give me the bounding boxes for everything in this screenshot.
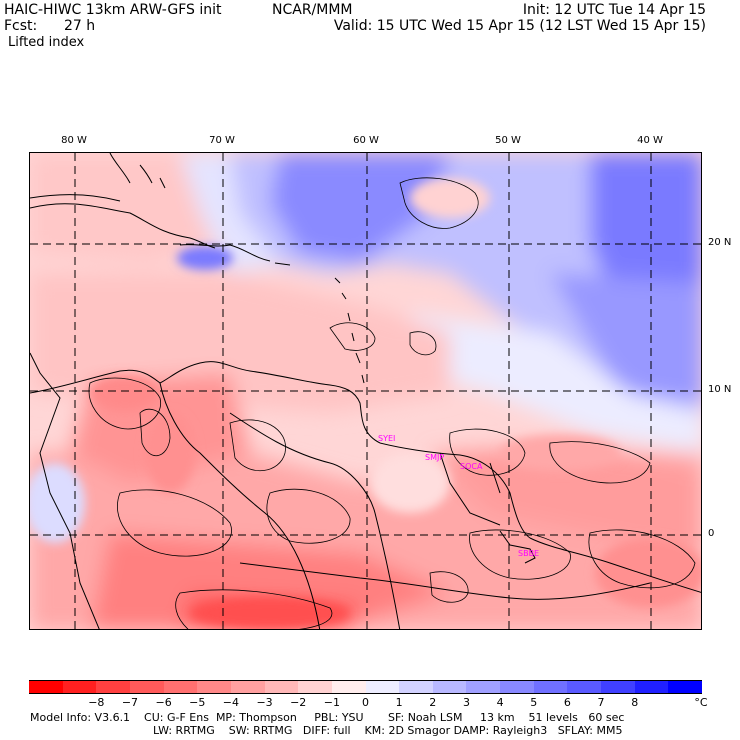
colorbar-swatch — [668, 680, 703, 694]
colorbar-tick-label: −2 — [290, 696, 307, 709]
init-time: Init: 12 UTC Tue 14 Apr 15 — [522, 2, 706, 18]
colorbar-tick-label: 2 — [429, 696, 437, 709]
colorbar-swatch — [432, 680, 467, 694]
colorbar-swatch — [264, 680, 299, 694]
forecast-label: Fcst: — [4, 18, 38, 34]
contour-6 — [229, 419, 286, 472]
contour-9 — [117, 489, 232, 557]
station-syei: SYEI — [378, 434, 395, 443]
lifted-index-map: SYEI SMJP SOCA SBBE — [29, 152, 702, 630]
lat-label-0: 0 — [708, 528, 715, 539]
lon-label-40w: 40 W — [637, 135, 663, 146]
model-info-line-1: Model Info: V3.6.1 CU: G-F Ens MP: Thomp… — [30, 711, 625, 724]
contour-12 — [588, 529, 696, 589]
lon-label-50w: 50 W — [495, 135, 521, 146]
station-sbbe: SBBE — [518, 549, 539, 558]
colorbar-tick-label: −4 — [222, 696, 239, 709]
colorbar-swatch — [96, 680, 131, 694]
lon-label-80w: 80 W — [61, 135, 87, 146]
bahamas-islands — [109, 153, 166, 189]
colorbar-tick-label: 0 — [362, 696, 369, 709]
hispaniola-coast — [179, 244, 271, 262]
contour-1 — [399, 177, 479, 229]
station-smjp: SMJP — [425, 453, 444, 462]
colorbar-swatch — [399, 680, 434, 694]
guiana-borders — [439, 452, 501, 526]
guianas-coast — [379, 442, 531, 539]
valid-time: Valid: 15 UTC Wed 15 Apr 15 (12 LST Wed … — [333, 18, 706, 34]
colorbar-tick-label: 1 — [395, 696, 403, 709]
colorbar-swatch — [298, 680, 333, 694]
lat-label-10n: 10 N — [708, 384, 732, 395]
south-america-north-coast — [30, 361, 381, 444]
colorbar-tick-label: −6 — [155, 696, 172, 709]
colorbar-tick-label: 6 — [563, 696, 571, 709]
station-soca: SOCA — [460, 462, 483, 471]
colorbar-swatch — [601, 680, 636, 694]
contour-7 — [449, 428, 526, 476]
amazon-mouth — [499, 530, 536, 564]
contour-2 — [329, 322, 376, 351]
colorbar-swatch — [533, 680, 568, 694]
lat-label-20n: 20 N — [708, 237, 732, 248]
contour-5 — [139, 408, 171, 456]
cuba-coast — [30, 203, 216, 249]
contour-13 — [175, 589, 333, 629]
colorbar-tick-label: 4 — [496, 696, 504, 709]
contour-8 — [549, 441, 651, 484]
forecast-hour: 27 h — [64, 18, 96, 34]
central-america-pacific-coast — [30, 352, 100, 629]
colorbar-tick-label: 3 — [462, 696, 470, 709]
map-title: HAIC-HIWC 13km ARW-GFS init — [4, 2, 222, 18]
colorbar-unit: °C — [694, 696, 708, 709]
colorbar-tick-label: −8 — [88, 696, 105, 709]
field-name: Lifted index — [8, 35, 85, 50]
field-details — [30, 178, 701, 629]
contour-4 — [88, 377, 162, 430]
andes-border — [159, 382, 321, 629]
colorbar-tick-label: 8 — [631, 696, 639, 709]
colorbar-swatch — [29, 680, 64, 694]
station-markers: SYEI SMJP SOCA SBBE — [378, 434, 539, 558]
colorbar-swatch — [567, 680, 602, 694]
organization-label: NCAR/MMM — [272, 2, 353, 18]
lesser-antilles — [334, 277, 365, 384]
colorbar-swatch — [129, 680, 165, 694]
colorbar-swatch — [62, 680, 97, 694]
colorbar-swatch — [365, 680, 400, 694]
graticule — [30, 153, 701, 629]
lon-label-70w: 70 W — [209, 135, 235, 146]
colorbar-tick-label: −5 — [189, 696, 206, 709]
colorbar-tick-label: 7 — [597, 696, 605, 709]
contour-lines — [88, 177, 696, 629]
colorbar-tick-label: −1 — [323, 696, 340, 709]
colorbar-swatch — [466, 680, 501, 694]
interior-border — [239, 562, 651, 600]
colorbar-swatch — [163, 680, 198, 694]
venezuela-border — [229, 412, 401, 629]
contour-11 — [469, 529, 571, 580]
contour-14 — [429, 571, 469, 603]
colorbar-swatch — [634, 680, 669, 694]
model-info-line-2: LW: RRTMG SW: RRTMG DIFF: full KM: 2D Sm… — [153, 724, 623, 737]
colorbar-tick-label: −7 — [121, 696, 139, 709]
puerto-rico-coast — [274, 262, 291, 266]
colorbar-swatch — [500, 680, 535, 694]
lon-label-60w: 60 W — [353, 135, 379, 146]
contour-3 — [409, 331, 437, 356]
colorbar-tick-label: −3 — [256, 696, 273, 709]
colorbar-swatch — [197, 680, 232, 694]
coastlines — [30, 153, 701, 629]
contour-10 — [266, 488, 351, 544]
colorbar-tick-label: 5 — [530, 696, 538, 709]
colorbar-swatch — [230, 680, 266, 694]
colorbar-swatch — [331, 680, 366, 694]
